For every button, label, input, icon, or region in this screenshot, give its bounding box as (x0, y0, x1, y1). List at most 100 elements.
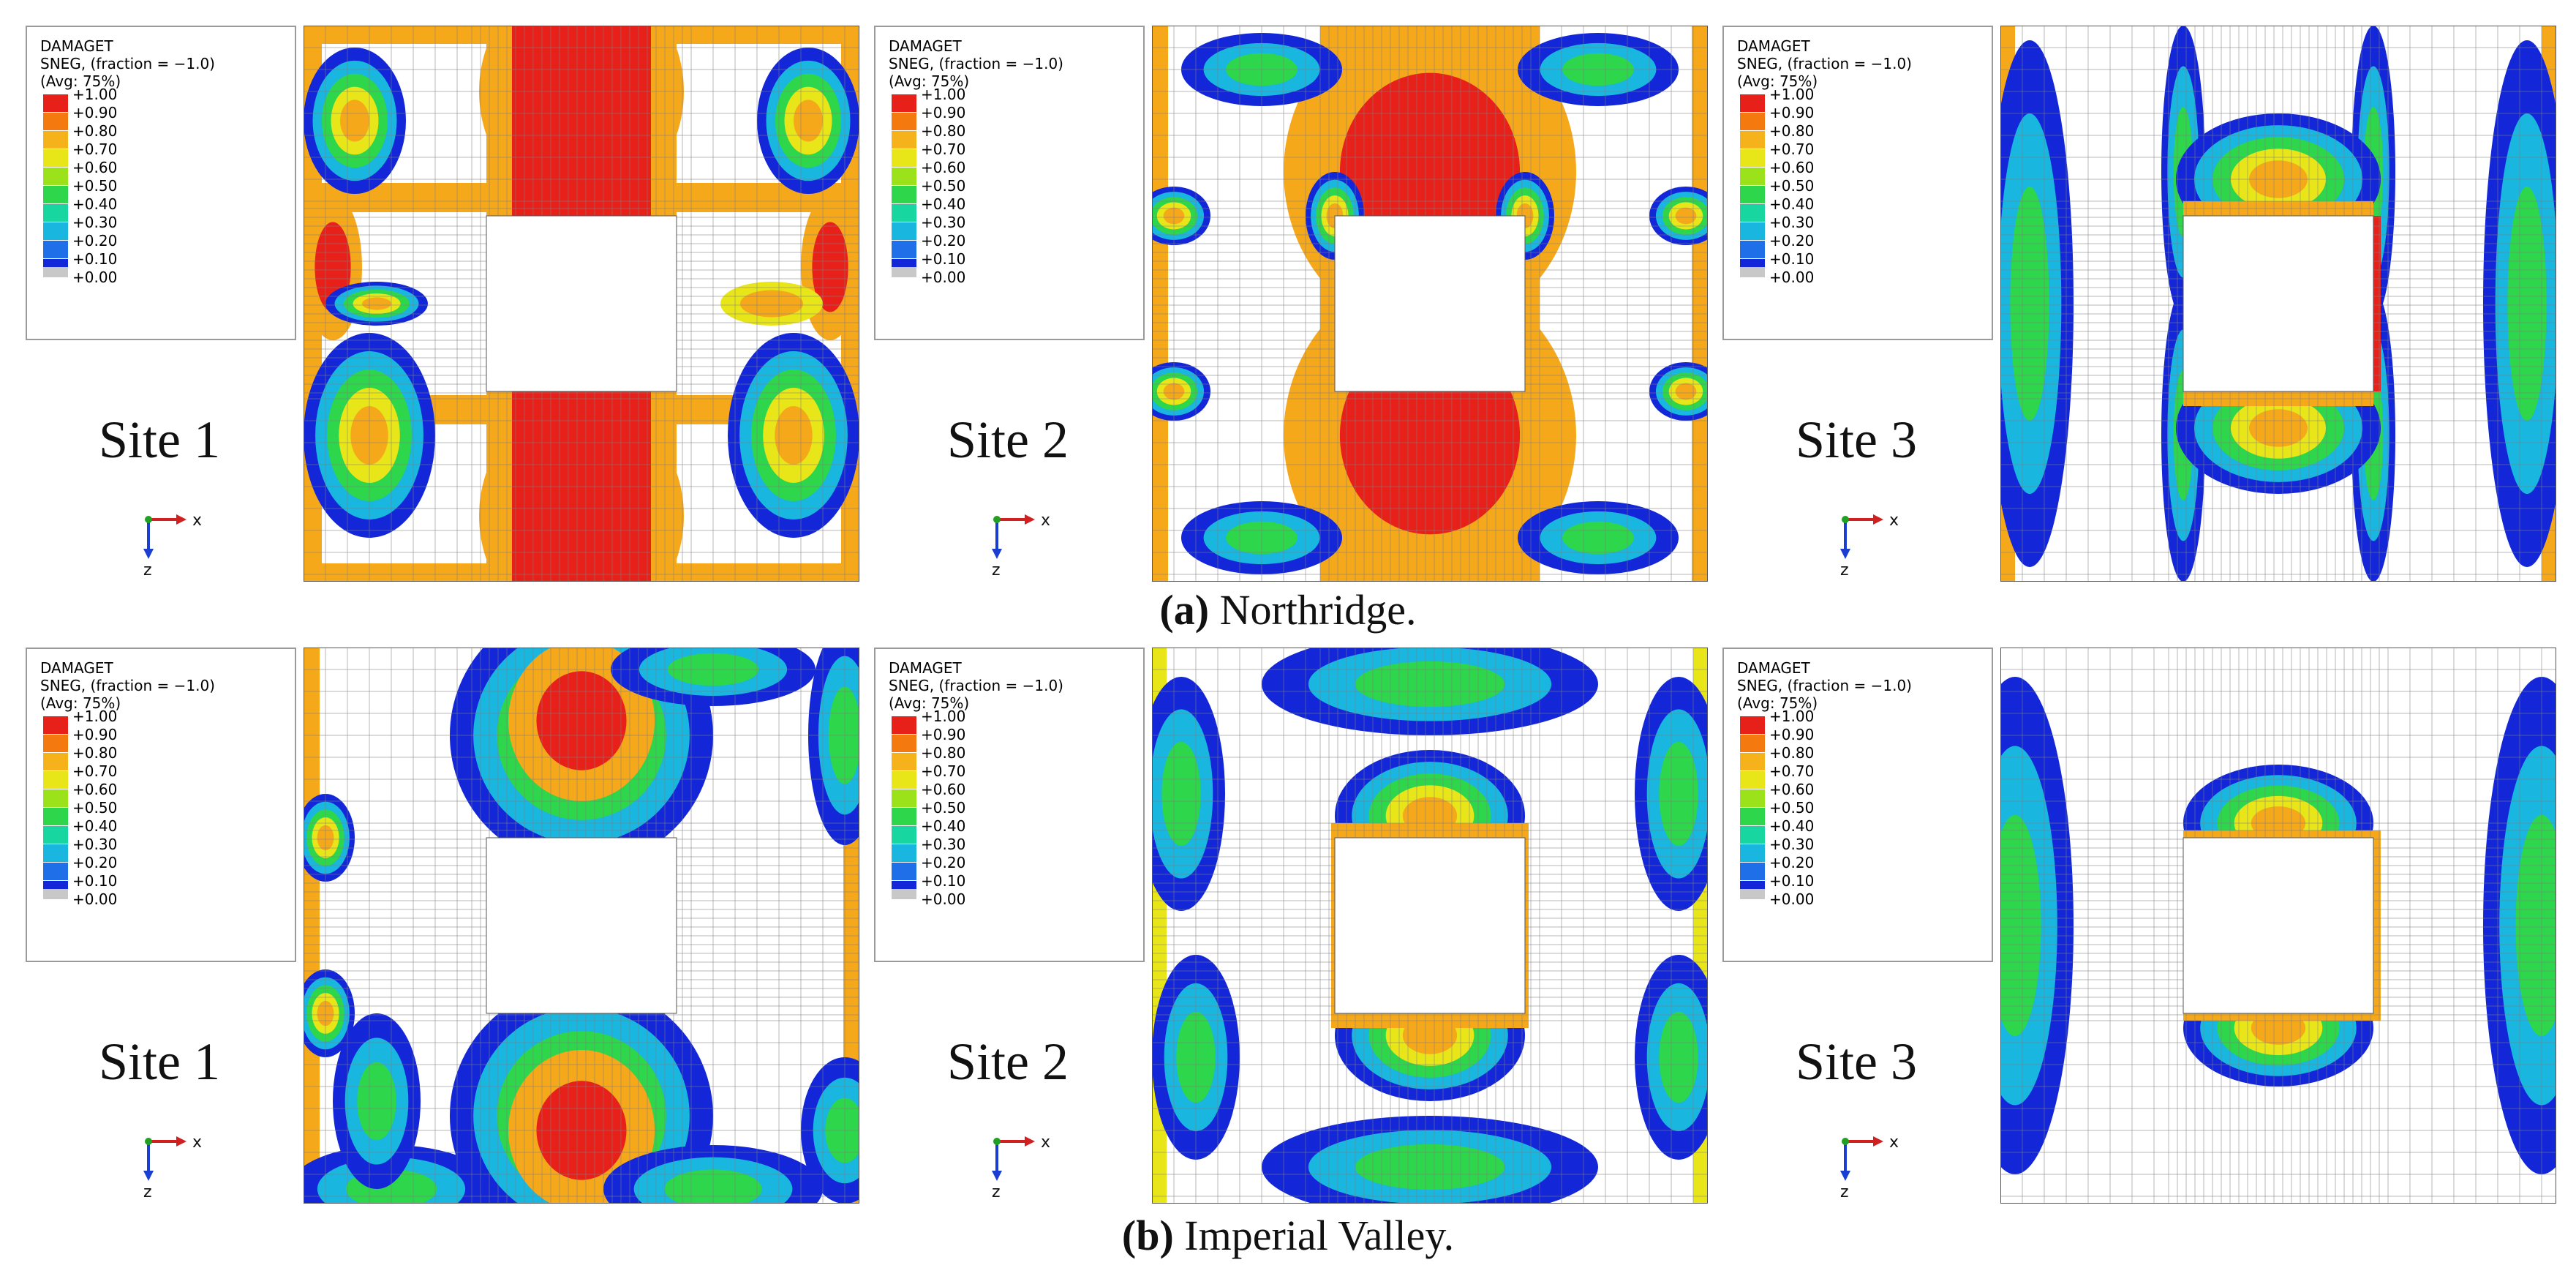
legend-swatch (43, 826, 68, 844)
legend-tick-label: +0.10 (72, 872, 118, 890)
legend-swatch (43, 863, 68, 880)
legend-swatch (43, 241, 68, 258)
legend-tick-label: +0.00 (1769, 269, 1815, 286)
legend-averaging: (Avg: 75%) (40, 72, 121, 90)
legend-swatch (892, 863, 916, 880)
legend-title: DAMAGET (40, 659, 113, 677)
legend-title: DAMAGET (1737, 37, 1810, 55)
legend-swatch (43, 789, 68, 807)
legend-tick-label: +0.20 (72, 232, 118, 249)
legend-averaging: (Avg: 75%) (40, 694, 121, 712)
left-lower-arc (333, 1013, 421, 1189)
legend-tick-label: +1.00 (921, 86, 966, 103)
tunnel-opening (1334, 837, 1526, 1014)
legend-tick-label: +0.60 (72, 159, 118, 176)
legend-variable: SNEG, (fraction = −1.0) (889, 677, 1063, 694)
legend: DAMAGET SNEG, (fraction = −1.0) (Avg: 75%)… (1722, 648, 1993, 962)
legend-swatch (43, 771, 68, 789)
legend-tick-label: +0.40 (72, 817, 118, 835)
legend-tick-label: +0.20 (921, 854, 966, 871)
legend-scale: +1.00 +0.90 +0.80 +0.70 +0.60 +0.50 +0.40 +0.30… (1737, 86, 1978, 307)
legend-swatch (1740, 267, 1765, 277)
legend-tick-label: +0.90 (72, 726, 118, 743)
legend-header: DAMAGET SNEG, (fraction = −1.0) (Avg: 75%) (889, 659, 1130, 712)
legend-swatch (892, 716, 916, 734)
panel-row2-site2: DAMAGET SNEG, (fraction = −1.0) (Avg: 75%)… (874, 648, 1717, 1204)
legend-tick-label: +0.30 (921, 836, 966, 853)
legend-tick-label: +0.80 (1769, 122, 1815, 140)
tunnel-opening (486, 837, 677, 1014)
site-label: Site 1 (99, 410, 221, 469)
left-edge-band (304, 648, 320, 1204)
axis-x-label: x (192, 512, 202, 530)
legend-tick-label: +0.00 (921, 890, 966, 908)
legend-tick-label: +0.90 (72, 104, 118, 121)
legend-tick-label: +0.00 (72, 269, 118, 286)
legend-tick-label: +0.60 (921, 159, 966, 176)
axis-x-label: x (1041, 512, 1050, 530)
legend-swatch (1740, 753, 1765, 770)
bottom-arc (1262, 1116, 1598, 1204)
site-label: Site 1 (99, 1032, 221, 1091)
legend-tick-label: +0.50 (1769, 177, 1815, 195)
legend-swatch (43, 204, 68, 222)
legend-tick-label: +0.70 (921, 762, 966, 780)
panel-row1-site1: DAMAGET SNEG, (fraction = −1.0) (Avg: 75%)… (26, 26, 868, 582)
damage-contour-map (2000, 648, 2556, 1204)
legend-swatch (1740, 771, 1765, 789)
legend-swatch (892, 808, 916, 825)
left-upper (1152, 677, 1225, 911)
legend-swatch (1740, 735, 1765, 752)
left-strip (2000, 677, 2074, 1174)
caption-b-text: Imperial Valley. (1173, 1212, 1455, 1259)
lower-right-zone (728, 333, 859, 538)
legend-swatch (1740, 716, 1765, 734)
legend-swatch (1740, 168, 1765, 185)
legend-tick-label: +0.60 (921, 781, 966, 798)
legend-tick-label: +0.20 (921, 232, 966, 249)
axis-z-label: z (1840, 561, 1849, 578)
panel-row1-site2: DAMAGET SNEG, (fraction = −1.0) (Avg: 75%)… (874, 26, 1717, 582)
legend-swatch (892, 753, 916, 770)
legend-tick-label: +0.30 (72, 836, 118, 853)
legend-title: DAMAGET (1737, 659, 1810, 677)
legend-averaging: (Avg: 75%) (889, 72, 970, 90)
legend-swatch (43, 149, 68, 167)
legend-title: DAMAGET (40, 37, 113, 55)
legend-tick-label: +0.10 (921, 250, 966, 268)
axis-x-label: x (1041, 1134, 1050, 1152)
legend-tick-label: +0.90 (1769, 104, 1815, 121)
legend-tick-label: +0.90 (921, 726, 966, 743)
right-finger (720, 282, 823, 326)
legend-scale: +1.00 +0.90 +0.80 +0.70 +0.60 +0.50 +0.40 +0.30… (40, 86, 282, 307)
legend-tick-label: +0.30 (1769, 836, 1815, 853)
legend-swatch (892, 113, 916, 130)
caption-a-prefix: (a) (1159, 586, 1210, 634)
legend-header: DAMAGET SNEG, (fraction = −1.0) (Avg: 75%) (40, 659, 282, 712)
legend-variable: SNEG, (fraction = −1.0) (40, 55, 215, 72)
legend-tick-label: +0.00 (921, 269, 966, 286)
legend-tick-label: +0.10 (1769, 872, 1815, 890)
legend-tick-label: +0.20 (72, 854, 118, 871)
axis-z-label: z (992, 561, 1001, 578)
legend-swatch (892, 94, 916, 112)
legend-tick-label: +0.70 (1769, 762, 1815, 780)
legend-tick-label: +1.00 (1769, 86, 1815, 103)
legend-swatch (1740, 826, 1765, 844)
damage-contour-map (1152, 26, 1708, 582)
left-lower (304, 969, 355, 1057)
legend-tick-label: +0.40 (921, 195, 966, 213)
damage-contour-map (304, 648, 859, 1204)
left-finger (325, 282, 428, 326)
left-edge-band (1152, 26, 1168, 582)
panel-row2-site1: DAMAGET SNEG, (fraction = −1.0) (Avg: 75%)… (26, 648, 868, 1204)
legend-tick-label: +0.00 (1769, 890, 1815, 908)
legend-tick-label: +0.40 (1769, 817, 1815, 835)
legend-swatch (892, 131, 916, 149)
upper-red (508, 648, 655, 801)
caption-b: (b) Imperial Valley. (0, 1211, 2576, 1260)
